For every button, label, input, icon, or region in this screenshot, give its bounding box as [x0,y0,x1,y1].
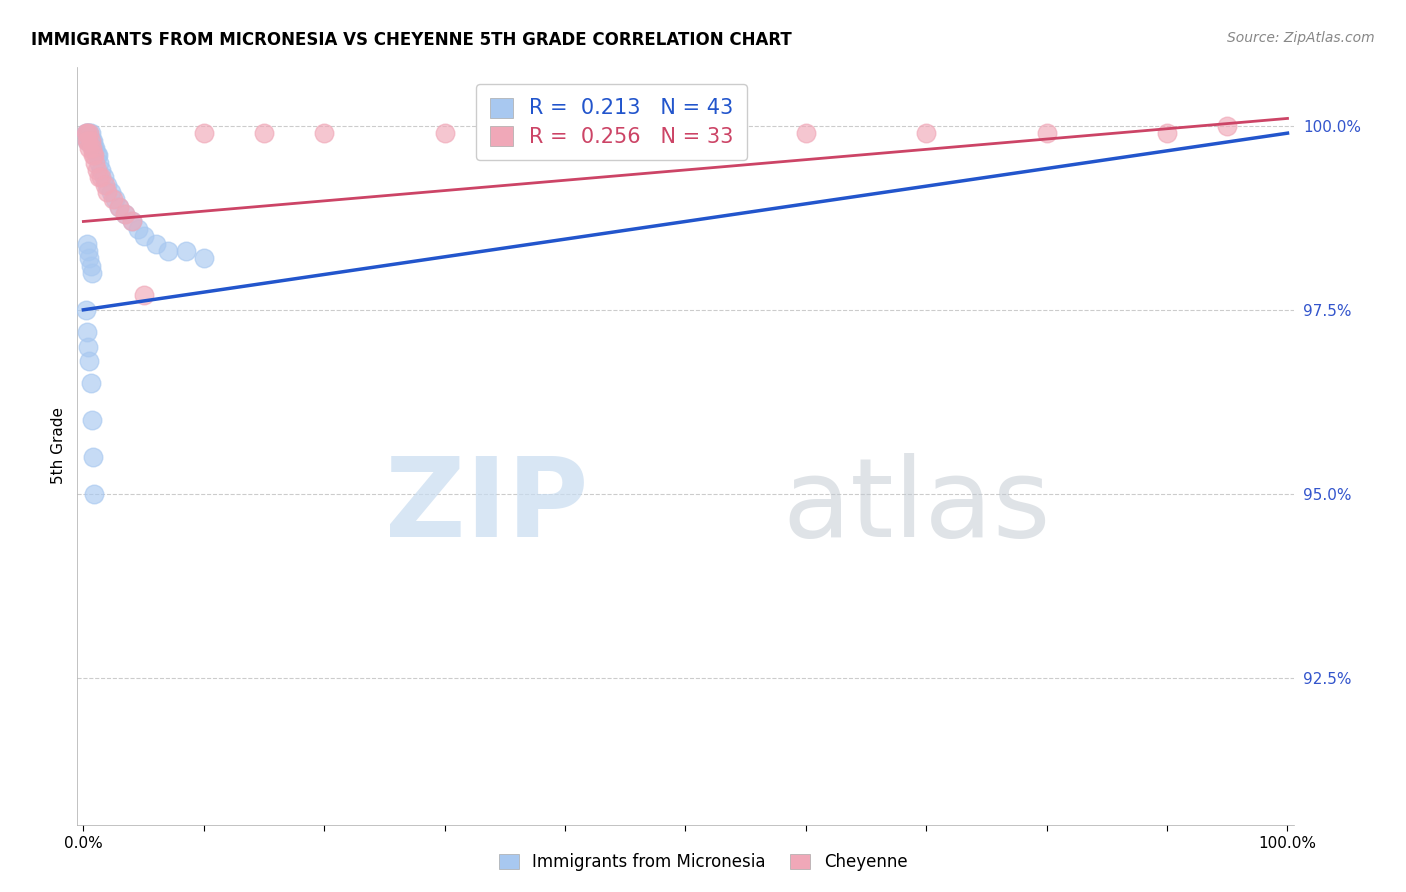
Point [93,170,115,185]
Point [108,200,131,214]
Point [104,193,127,207]
Point [82,450,104,464]
Point [77,340,100,354]
Point [314,126,336,140]
Point [145,236,167,251]
Point [174,244,197,258]
Point [82,134,104,148]
Point [86,148,108,162]
Point [83,141,105,155]
Point [87,148,110,162]
Point [79,126,101,140]
Legend: Immigrants from Micronesia, Cheyenne: Immigrants from Micronesia, Cheyenne [491,845,915,880]
Point [79,134,101,148]
Point [82,141,104,155]
Point [675,126,697,140]
Point [76,236,98,251]
Point [79,126,101,140]
Text: IMMIGRANTS FROM MICRONESIA VS CHEYENNE 5TH GRADE CORRELATION CHART: IMMIGRANTS FROM MICRONESIA VS CHEYENNE 5… [31,31,792,49]
Point [80,266,103,280]
Point [96,185,118,199]
Point [79,259,101,273]
Point [84,155,107,169]
Point [79,134,101,148]
Point [103,193,125,207]
Point [1156,126,1178,140]
Point [90,170,112,185]
Point [253,126,276,140]
Point [100,185,122,199]
Point [1216,119,1239,133]
Point [87,155,110,169]
Point [108,200,131,214]
Point [79,134,101,148]
Point [75,302,97,317]
Point [77,134,100,148]
Point [1035,126,1057,140]
Point [193,252,215,266]
Point [156,244,179,258]
Point [76,325,98,339]
Point [79,126,101,140]
Point [433,126,456,140]
Point [79,141,101,155]
Point [84,141,107,155]
Point [87,170,110,185]
Point [76,126,98,140]
Legend: R =  0.213   N = 43, R =  0.256   N = 33: R = 0.213 N = 43, R = 0.256 N = 33 [477,84,747,161]
Point [83,148,105,162]
Point [76,134,98,148]
Point [75,126,97,140]
Point [114,207,136,221]
Point [114,207,136,221]
Point [94,178,117,192]
Point [76,126,98,140]
Point [127,222,149,236]
Point [794,126,817,140]
Point [554,126,576,140]
Point [915,126,938,140]
Point [96,178,118,192]
Point [82,148,104,162]
Point [90,163,112,178]
Point [79,252,101,266]
Y-axis label: 5th Grade: 5th Grade [51,408,66,484]
Point [79,376,101,391]
Point [494,126,516,140]
Point [79,354,101,368]
Point [86,163,108,178]
Point [132,229,155,244]
Point [76,134,98,148]
Point [121,214,143,228]
Point [193,126,215,140]
Text: Source: ZipAtlas.com: Source: ZipAtlas.com [1227,31,1375,45]
Point [75,126,97,140]
Point [77,244,100,258]
Point [83,487,105,501]
Point [121,214,143,228]
Point [77,126,100,140]
Point [80,134,103,148]
Point [132,288,155,302]
Text: ZIP: ZIP [385,453,588,560]
Text: atlas: atlas [783,453,1052,560]
Point [80,413,103,427]
Point [80,141,103,155]
